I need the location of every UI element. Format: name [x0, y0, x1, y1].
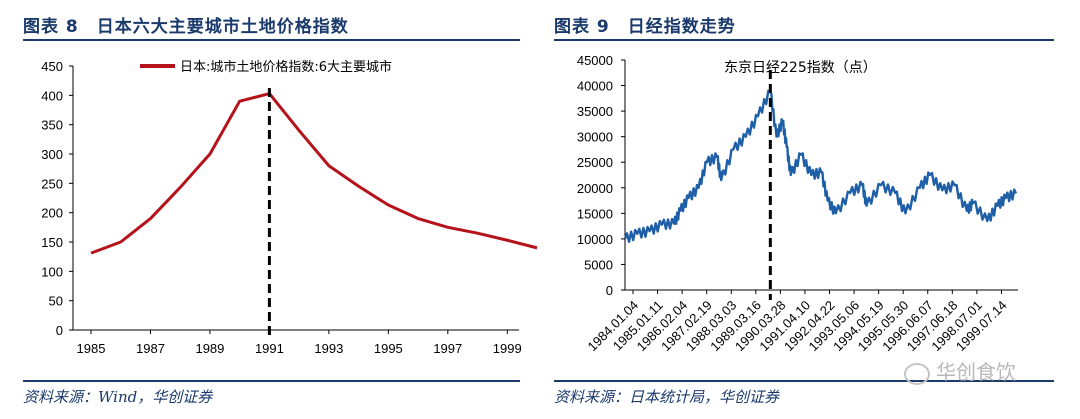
y-tick-label: 0: [606, 283, 613, 298]
series-line: [90, 92, 538, 255]
nikkei-panel: 图表 9 日经指数走势 0 5000 10000 15000 20000 25000 300…: [548, 0, 1080, 419]
x-tick-label: 1995: [374, 341, 403, 356]
title-rule: [554, 39, 1054, 41]
x-tick-label: 1997: [433, 341, 462, 356]
legend-label: 日本:城市土地价格指数:6大主要城市: [180, 59, 392, 75]
y-tick-label: 50: [49, 294, 63, 309]
y-tick-label: 100: [41, 264, 63, 279]
x-tick-label: 1987: [136, 341, 165, 356]
land-price-panel: 图表 8 日本六大主要城市土地价格指数 0 50 100 150 200 250 300 35…: [0, 0, 538, 419]
y-tick-label: 250: [41, 176, 63, 191]
y-tick-label: 45000: [577, 53, 613, 68]
x-tick-label: 1985: [77, 341, 106, 356]
wechat-icon: [904, 362, 930, 385]
watermark: 华创食饮: [904, 356, 1016, 385]
x-tick-label: 1993: [314, 341, 343, 356]
series-annotation: 东京日经225指数（点）: [724, 60, 877, 76]
y-tick-label: 0: [56, 323, 63, 338]
nikkei-chart-title: 图表 9 日经指数走势: [554, 17, 736, 37]
y-tick-label: 200: [41, 206, 63, 221]
land-price-chart-title: 图表 8 日本六大主要城市土地价格指数: [23, 17, 349, 37]
bottom-rule: [23, 380, 520, 382]
y-tick-label: 5000: [584, 257, 613, 272]
bottom-rule: [554, 380, 1054, 382]
land-price-source: 资料来源：Wind，华创证券: [23, 388, 213, 406]
x-tick-label: 1991: [255, 341, 284, 356]
nikkei-chart: 0 5000 10000 15000 20000 25000 30000 35000 40000…: [577, 53, 1018, 354]
watermark-text: 华创食饮: [936, 360, 1016, 384]
y-tick-label: 150: [41, 235, 63, 250]
title-rule: [23, 39, 520, 41]
nikkei-source: 资料来源：日本统计局，华创证券: [554, 388, 780, 406]
y-tick-label: 40000: [577, 79, 613, 94]
y-tick-label: 35000: [577, 104, 613, 119]
y-tick-label: 300: [41, 147, 63, 162]
x-tick-label: 1989: [195, 341, 224, 356]
y-tick-label: 30000: [577, 130, 613, 145]
y-tick-label: 10000: [577, 232, 613, 247]
land-price-chart: 0 50 100 150 200 250 300 350 400 450 1985 1987 1989 1…: [41, 59, 538, 356]
y-tick-label: 25000: [577, 155, 613, 170]
y-tick-label: 400: [41, 88, 63, 103]
series-line: [623, 89, 1018, 243]
y-tick-label: 15000: [577, 206, 613, 221]
y-tick-label: 20000: [577, 181, 613, 196]
x-tick-label: 1999: [493, 341, 522, 356]
y-tick-label: 450: [41, 59, 63, 74]
y-tick-label: 350: [41, 118, 63, 133]
